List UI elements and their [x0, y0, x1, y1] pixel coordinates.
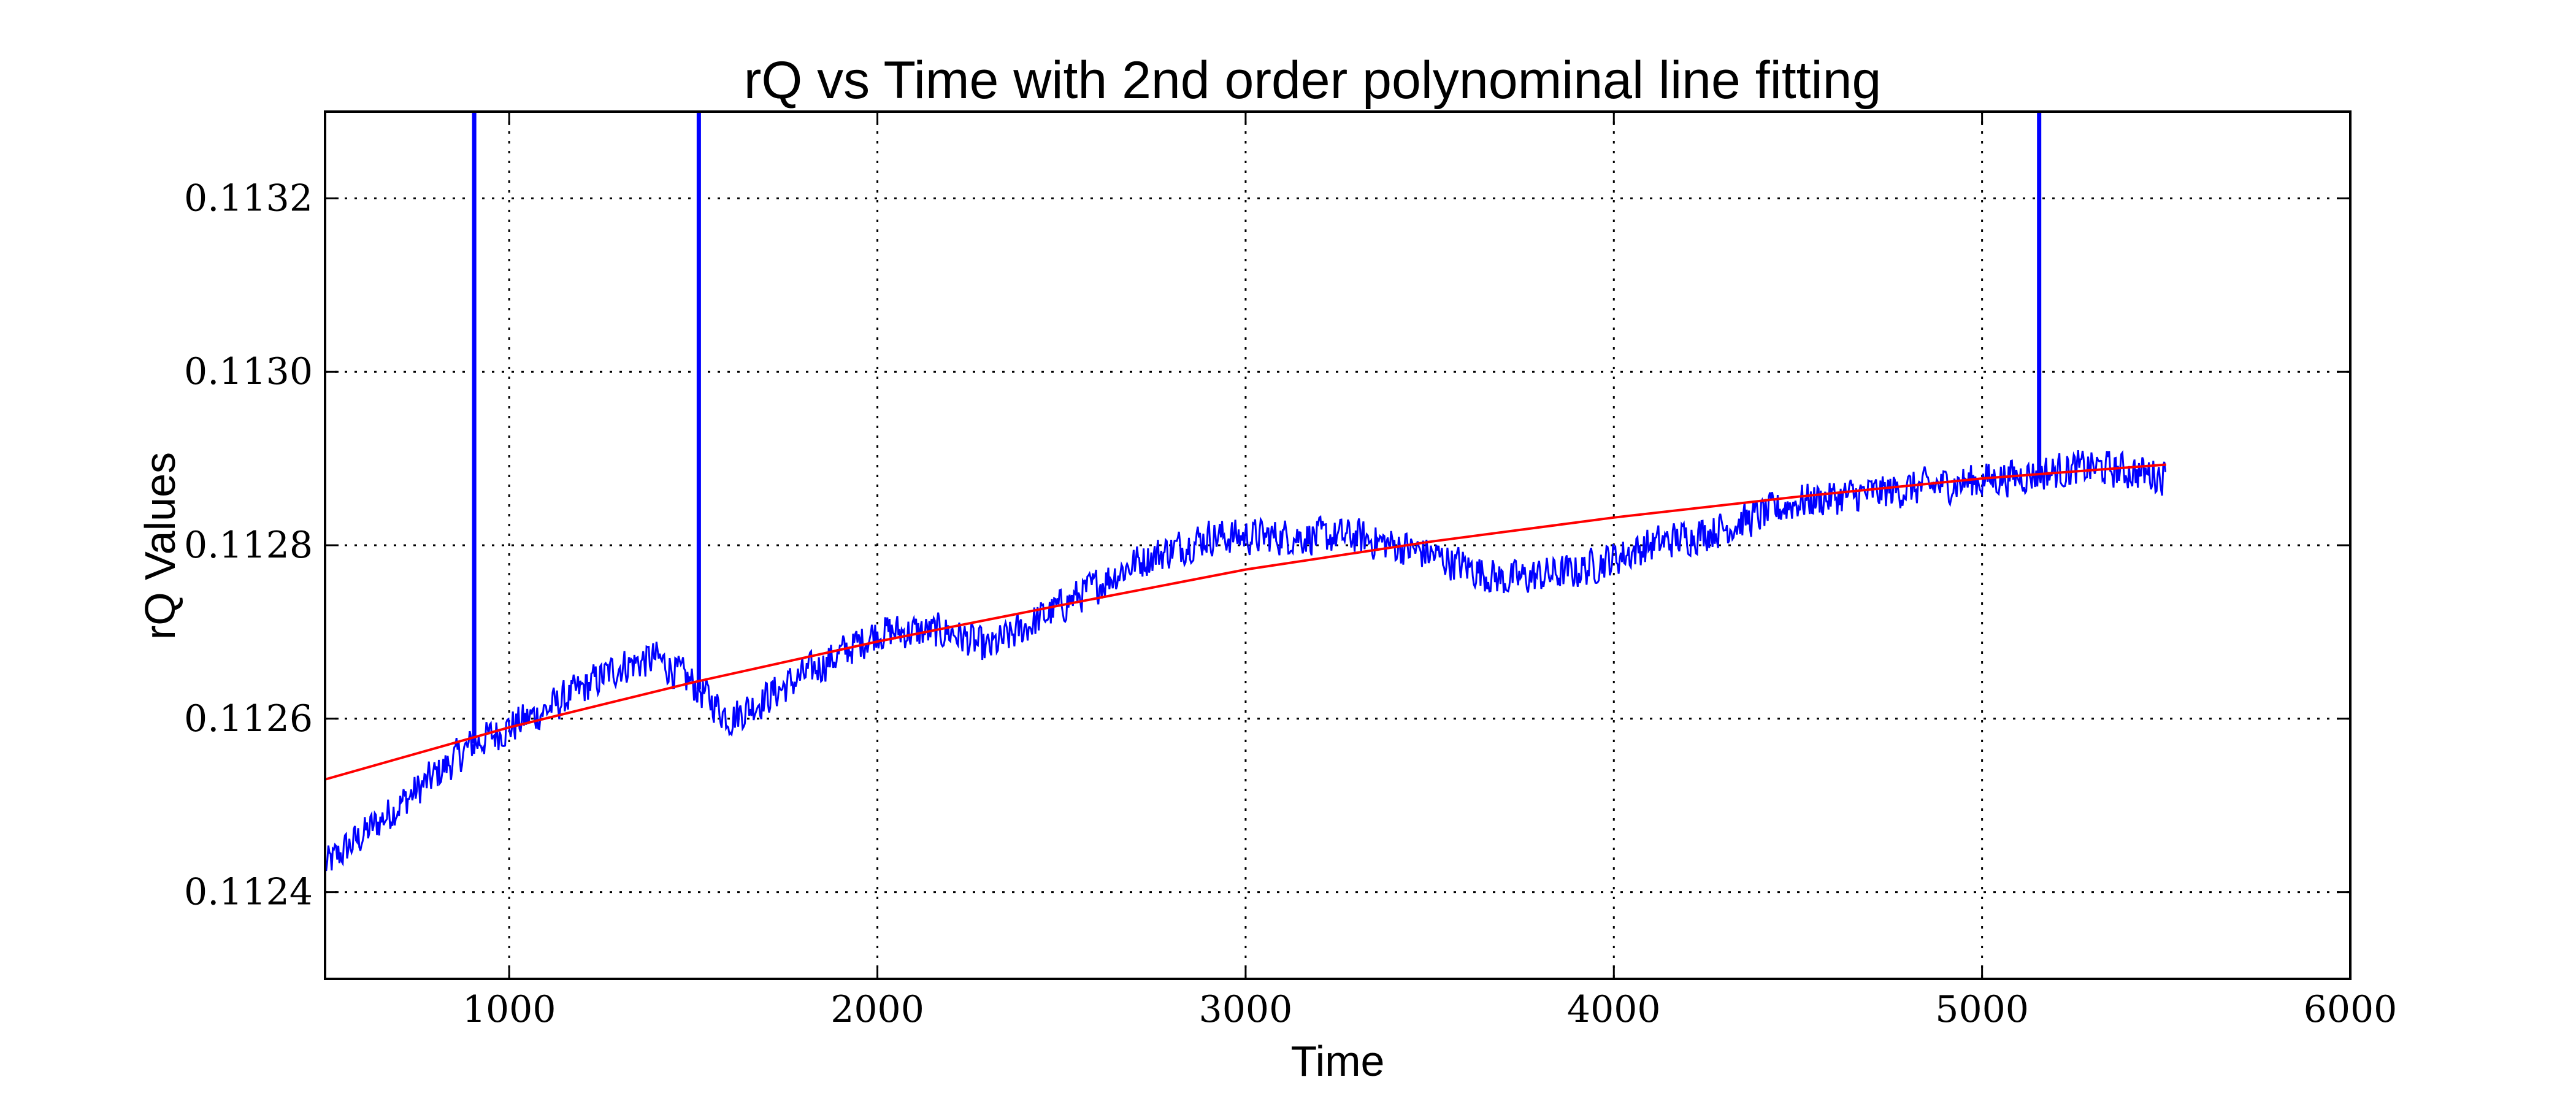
- y-tick-label: 0.1132: [184, 177, 313, 220]
- x-tick-label: 1000: [462, 988, 556, 1031]
- grid-layer: [325, 112, 2350, 979]
- y-tick-label: 0.1128: [184, 524, 313, 567]
- y-tick-label: 0.1124: [184, 871, 313, 914]
- tick-layer: 1000 2000 3000 4000 5000 6000 0.1124 0.1126 0.11…: [184, 112, 2397, 1031]
- x-tick-label: 2000: [830, 988, 924, 1031]
- fit-line: [325, 463, 2166, 781]
- y-tick-label: 0.1126: [184, 697, 313, 740]
- x-tick-label: 5000: [1935, 988, 2029, 1031]
- x-axis-label: Time: [1291, 1037, 1385, 1085]
- y-tick-label: 0.1130: [184, 350, 313, 393]
- data-layer: [325, 112, 2167, 872]
- rq-data-line: [325, 450, 2167, 872]
- x-tick-label: 3000: [1199, 988, 1293, 1031]
- x-tick-label: 6000: [2304, 988, 2398, 1031]
- x-tick-label: 4000: [1567, 988, 1661, 1031]
- chart-title: rQ vs Time with 2nd order polynominal li…: [744, 51, 1882, 110]
- y-axis-label: rQ Values: [136, 452, 184, 640]
